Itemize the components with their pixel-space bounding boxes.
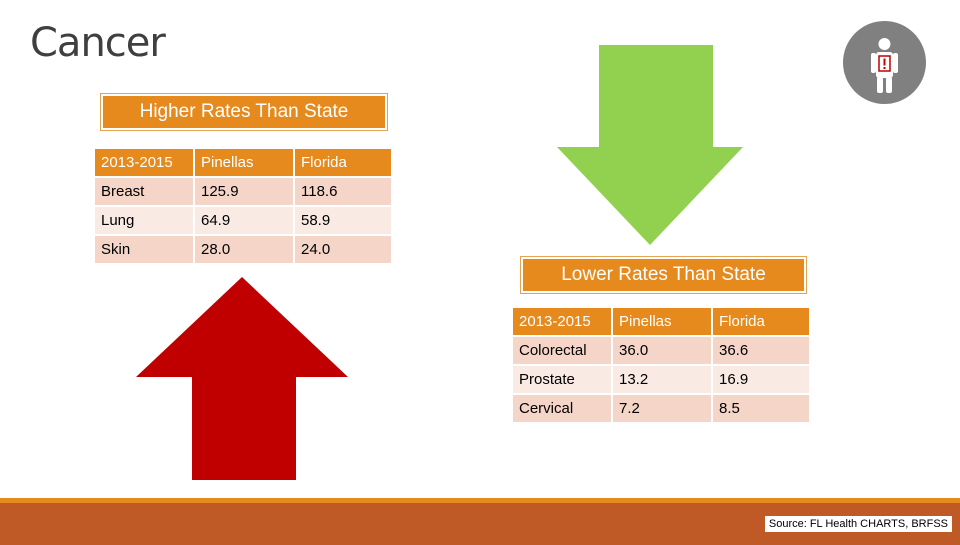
florida-rate-cell: 24.0 [293,234,393,265]
header-cell: Florida [293,147,393,178]
higher-rates-banner: Higher Rates Than State [101,94,387,130]
florida-rate-cell: 58.9 [293,205,393,236]
table-row: Colorectal 36.0 36.6 [511,335,811,366]
table-row: Skin 28.0 24.0 [93,234,393,265]
header-cell: Florida [711,306,811,337]
table-row: Cervical 7.2 8.5 [511,393,811,424]
pinellas-rate-cell: 125.9 [193,176,295,207]
lower-rates-table: 2013-2015 Pinellas Florida Colorectal 36… [511,306,811,424]
cancer-type-cell: Breast [93,176,195,207]
pinellas-rate-cell: 36.0 [611,335,713,366]
pinellas-rate-cell: 7.2 [611,393,713,424]
pinellas-rate-cell: 28.0 [193,234,295,265]
page-title: Cancer [30,20,166,66]
header-cell: Pinellas [193,147,295,178]
person-alert-icon [843,21,926,104]
table-row: Lung 64.9 58.9 [93,205,393,236]
pinellas-rate-cell: 64.9 [193,205,295,236]
cancer-type-cell: Colorectal [511,335,613,366]
cancer-type-cell: Prostate [511,364,613,395]
higher-rates-table: 2013-2015 Pinellas Florida Breast 125.9 … [93,147,393,265]
header-cell: 2013-2015 [511,306,613,337]
header-cell: 2013-2015 [93,147,195,178]
table-header-row: 2013-2015 Pinellas Florida [93,147,393,178]
florida-rate-cell: 8.5 [711,393,811,424]
lower-rates-banner: Lower Rates Than State [521,257,806,293]
florida-rate-cell: 36.6 [711,335,811,366]
table-row: Prostate 13.2 16.9 [511,364,811,395]
source-citation: Source: FL Health CHARTS, BRFSS [764,516,952,532]
arrow-up-icon [136,277,348,480]
florida-rate-cell: 16.9 [711,364,811,395]
table-row: Breast 125.9 118.6 [93,176,393,207]
cancer-type-cell: Lung [93,205,195,236]
cancer-type-cell: Cervical [511,393,613,424]
cancer-type-cell: Skin [93,234,195,265]
arrow-down-icon [557,45,743,245]
header-cell: Pinellas [611,306,713,337]
pinellas-rate-cell: 13.2 [611,364,713,395]
florida-rate-cell: 118.6 [293,176,393,207]
table-header-row: 2013-2015 Pinellas Florida [511,306,811,337]
